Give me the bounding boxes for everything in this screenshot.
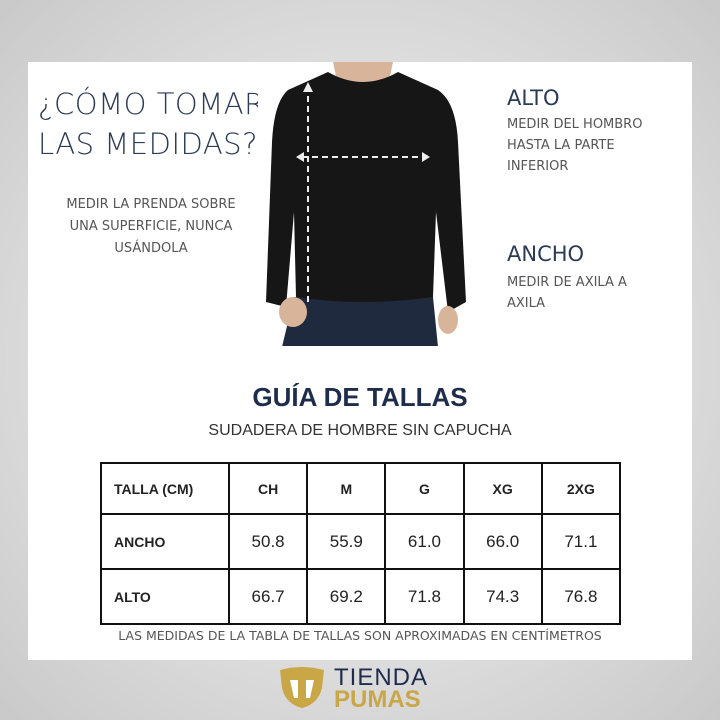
table-cell: 71.1 [540, 513, 622, 570]
table-cell: 66.0 [462, 513, 543, 570]
table-row: ALTO 66.7 69.2 71.8 74.3 76.8 [100, 568, 622, 625]
size-guide-subtitle: SUDADERA DE HOMBRE SIN CAPUCHA [208, 422, 512, 439]
row-label: ANCHO [100, 513, 230, 570]
table-header-row: TALLA (CM) CH M G XG 2XG [100, 462, 622, 515]
header-cell: TALLA (CM) [100, 462, 230, 515]
table-cell: 66.7 [227, 568, 309, 625]
how-to-measure-heading: ¿CÓMO TOMAR LAS MEDIDAS? [38, 84, 265, 164]
logo-text-tienda: TIENDA [334, 664, 429, 691]
ancho-description: MEDIR DE AXILA A AXILA [507, 275, 627, 311]
table-cell: 50.8 [227, 513, 309, 570]
size-table: TALLA (CM) CH M G XG 2XG ANCHO 50.8 55.9… [100, 462, 622, 625]
table-row: ANCHO 50.8 55.9 61.0 66.0 71.1 [100, 513, 622, 570]
footnote: LAS MEDIDAS DE LA TABLA DE TALLAS SON AP… [118, 628, 602, 643]
row-label: ALTO [100, 568, 230, 625]
heading-line-1: ¿CÓMO TOMAR [38, 87, 265, 121]
ancho-title: ANCHO [507, 242, 585, 266]
table-cell: 61.0 [384, 513, 465, 570]
logo-text-pumas: PUMAS [334, 686, 421, 713]
pumas-logo-icon [280, 667, 324, 708]
table-cell: 76.8 [540, 568, 622, 625]
header-cell: CH [227, 462, 309, 515]
alto-description: MEDIR DEL HOMBRO HASTA LA PARTE INFERIOR [507, 117, 643, 174]
size-guide-title: GUÍA DE TALLAS [252, 382, 468, 412]
alto-title: ALTO [507, 86, 560, 110]
header-cell: XG [462, 462, 543, 515]
table-cell: 74.3 [462, 568, 543, 625]
table-cell: 71.8 [384, 568, 465, 625]
tienda-pumas-logo: TIENDA PUMAS [278, 664, 448, 714]
table-cell: 69.2 [306, 568, 387, 625]
table-cell: 55.9 [306, 513, 387, 570]
header-cell: G [384, 462, 465, 515]
heading-line-2: LAS MEDIDAS? [38, 127, 258, 161]
header-cell: M [306, 462, 387, 515]
header-cell: 2XG [540, 462, 622, 515]
sweatshirt-image [258, 62, 468, 346]
measure-note: MEDIR LA PRENDA SOBRE UNA SUPERFICIE, NU… [66, 197, 236, 256]
